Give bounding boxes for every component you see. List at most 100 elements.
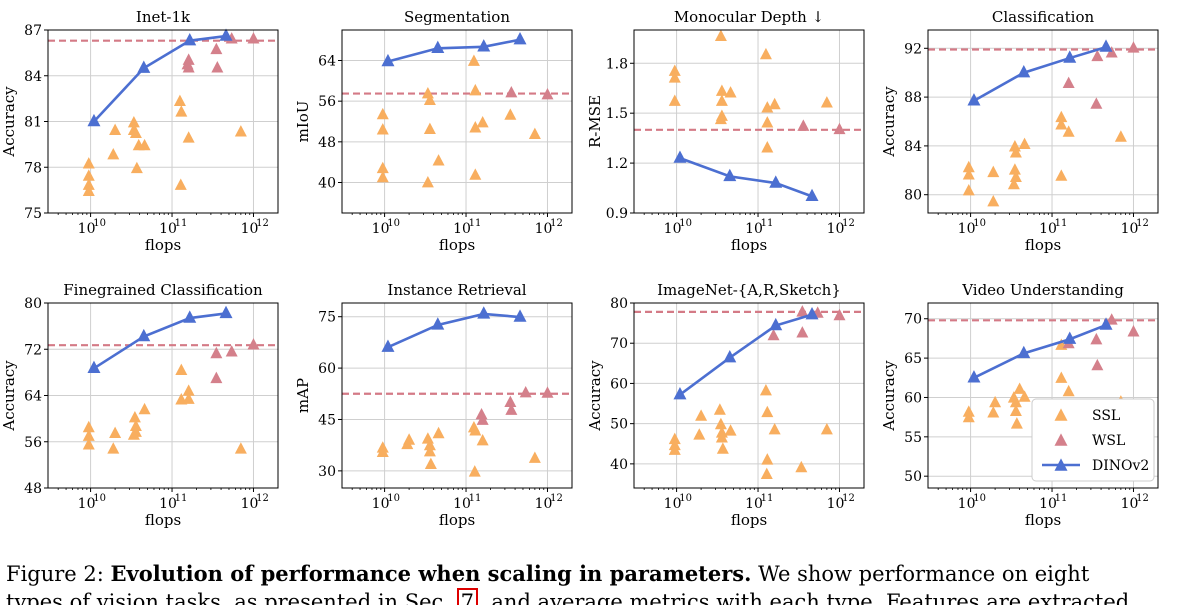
x-tick-label: 10	[1121, 221, 1139, 237]
caption-section-ref[interactable]: 7	[456, 588, 479, 605]
ssl-point	[469, 83, 482, 96]
x-tick-label: 10	[664, 496, 682, 512]
ssl-point	[82, 184, 95, 196]
caption-rest: We show performance on eight	[751, 562, 1090, 586]
wsl-point	[1091, 49, 1104, 62]
ssl-point	[962, 160, 975, 173]
y-axis-label: Accuracy	[0, 360, 18, 432]
chart-title: Monocular Depth ↓	[674, 8, 824, 26]
ssl-point	[768, 97, 781, 110]
dinov2-line	[387, 312, 521, 349]
wsl-point	[833, 308, 846, 321]
dinov2-point	[183, 33, 197, 46]
x-axis-label: flops	[439, 511, 475, 529]
y-tick-label: 1.5	[606, 106, 628, 122]
y-tick-label: 48	[24, 481, 42, 497]
y-tick-label: 56	[24, 435, 42, 451]
y-tick-label: 45	[318, 412, 336, 428]
ssl-point	[127, 428, 140, 440]
ssl-point	[768, 423, 781, 435]
ssl-point	[469, 121, 482, 133]
ssl-point	[820, 96, 833, 108]
wsl-point	[210, 42, 223, 55]
dinov2-line	[387, 38, 521, 63]
ssl-point	[724, 424, 737, 436]
x-tick-label: 10	[535, 221, 553, 237]
ssl-point	[82, 178, 95, 190]
ssl-point	[182, 384, 195, 396]
y-tick-label: 64	[24, 389, 42, 405]
ssl-point	[423, 444, 436, 457]
ssl-point	[693, 428, 706, 440]
ssl-point	[130, 161, 143, 174]
ssl-point	[1062, 125, 1075, 137]
ssl-point	[795, 460, 808, 473]
ssl-point	[423, 93, 436, 105]
ssl-point	[82, 169, 95, 181]
ssl-point	[1009, 395, 1022, 408]
x-tick-exponent: 12	[256, 493, 269, 504]
y-tick-label: 65	[904, 351, 922, 367]
y-tick-label: 40	[318, 176, 336, 192]
ssl-point	[234, 442, 247, 454]
ssl-point	[987, 406, 1000, 418]
x-tick-exponent: 11	[469, 218, 482, 229]
x-tick-label: 10	[958, 221, 976, 237]
dinov2-point	[137, 60, 151, 73]
wsl-point	[247, 32, 260, 44]
x-tick-label: 10	[78, 221, 96, 237]
x-tick-exponent: 10	[973, 218, 986, 229]
x-tick-exponent: 12	[842, 493, 855, 504]
x-tick-label: 10	[453, 221, 471, 237]
x-tick-exponent: 11	[175, 493, 188, 504]
x-axis-label: flops	[731, 236, 767, 254]
x-tick-exponent: 10	[93, 218, 106, 229]
wsl-point	[225, 345, 238, 357]
plot-frame	[341, 29, 573, 214]
x-tick-exponent: 10	[679, 218, 692, 229]
x-tick-label: 10	[827, 221, 845, 237]
y-axis-label: Accuracy	[880, 86, 898, 158]
x-axis-label: flops	[731, 511, 767, 529]
y-tick-label: 56	[318, 94, 336, 110]
x-tick-label: 10	[1039, 221, 1057, 237]
y-axis-label: R-MSE	[586, 95, 604, 148]
ssl-point	[138, 402, 151, 415]
dinov2-point	[219, 28, 233, 41]
ssl-point	[82, 429, 95, 441]
ssl-point	[820, 423, 833, 435]
ssl-point	[989, 395, 1002, 408]
ssl-point	[421, 432, 434, 444]
wsl-point	[833, 122, 846, 135]
plot-frame	[633, 29, 865, 214]
ssl-point	[1010, 417, 1023, 429]
y-tick-label: 80	[24, 296, 42, 312]
x-tick-exponent: 10	[387, 493, 400, 504]
x-tick-exponent: 11	[761, 493, 774, 504]
legend-wsl-marker	[1054, 433, 1068, 446]
ssl-point	[468, 465, 481, 477]
y-tick-label: 81	[24, 115, 42, 131]
ssl-point	[107, 147, 120, 160]
y-tick-label: 70	[610, 336, 628, 352]
y-tick-label: 50	[904, 469, 922, 485]
x-tick-label: 10	[745, 496, 763, 512]
ssl-point	[128, 410, 141, 423]
chart-title: Finegrained Classification	[63, 281, 263, 299]
wsl-point	[767, 328, 780, 341]
ssl-point	[962, 410, 975, 423]
ssl-point	[376, 445, 389, 458]
dinov2-point	[219, 305, 233, 319]
ssl-point	[173, 94, 186, 107]
wsl-point	[475, 407, 488, 420]
chart-title: ImageNet-{A,R,Sketch}	[657, 281, 841, 299]
dinov2-point	[805, 188, 819, 202]
y-tick-label: 78	[24, 160, 42, 176]
ssl-point	[1055, 110, 1068, 123]
dinov2-point	[381, 53, 395, 67]
x-tick-label: 10	[241, 496, 259, 512]
